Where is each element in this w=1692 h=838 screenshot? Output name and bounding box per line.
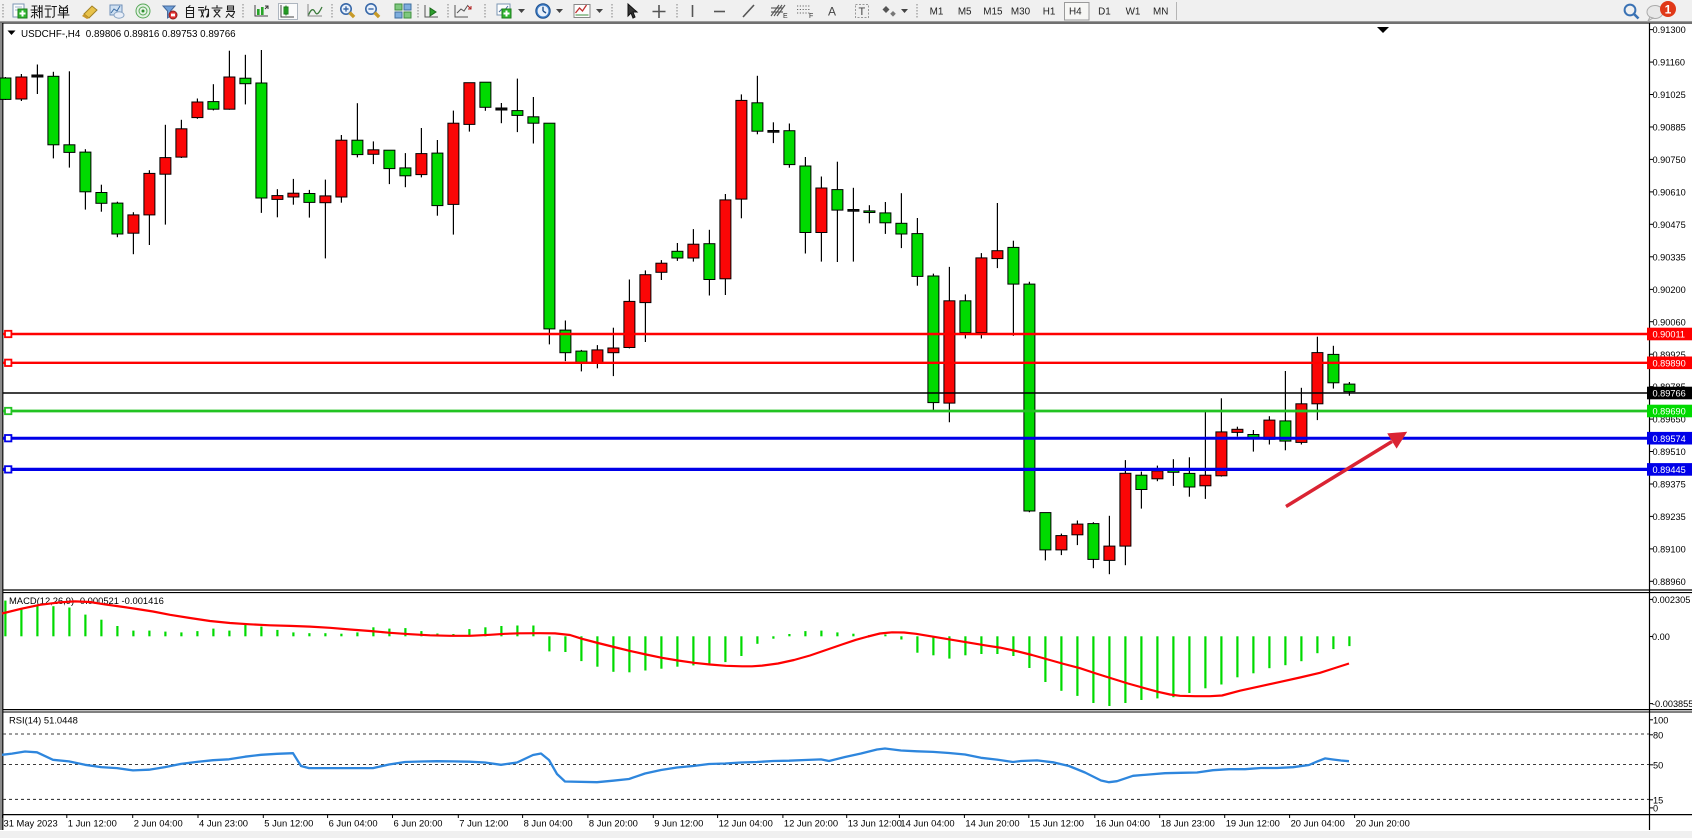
svg-text:RSI(14) 51.0448: RSI(14) 51.0448 [9, 715, 78, 726]
svg-text:0.89574: 0.89574 [1653, 434, 1686, 444]
svg-text:0.89445: 0.89445 [1653, 465, 1686, 475]
svg-text:E: E [783, 13, 788, 20]
svg-text:1: 1 [1665, 3, 1672, 17]
svg-text:0.89925: 0.89925 [1653, 350, 1686, 360]
svg-text:0.91160: 0.91160 [1653, 58, 1686, 68]
svg-text:0.89650: 0.89650 [1653, 415, 1686, 425]
svg-text:6 Jun 04:00: 6 Jun 04:00 [329, 818, 378, 829]
svg-text:H4: H4 [1069, 7, 1082, 18]
svg-text:-0.003855: -0.003855 [1652, 699, 1692, 709]
svg-text:15: 15 [1653, 795, 1663, 805]
svg-text:0.89510: 0.89510 [1653, 447, 1686, 457]
svg-text:0.91300: 0.91300 [1653, 25, 1686, 35]
svg-text:M5: M5 [958, 7, 972, 18]
svg-text:0.90060: 0.90060 [1653, 317, 1686, 327]
svg-text:14 Jun 04:00: 14 Jun 04:00 [900, 818, 954, 829]
svg-text:19 Jun 12:00: 19 Jun 12:00 [1226, 818, 1280, 829]
svg-text:8 Jun 20:00: 8 Jun 20:00 [589, 818, 638, 829]
svg-text:H1: H1 [1043, 7, 1056, 18]
svg-text:0.00: 0.00 [1652, 632, 1670, 642]
svg-text:0.91025: 0.91025 [1653, 90, 1686, 100]
svg-text:14 Jun 20:00: 14 Jun 20:00 [965, 818, 1019, 829]
svg-text:A: A [828, 5, 836, 19]
svg-text:0.90750: 0.90750 [1653, 155, 1686, 165]
svg-text:M30: M30 [1011, 7, 1031, 18]
svg-text:5 Jun 12:00: 5 Jun 12:00 [264, 818, 313, 829]
svg-text:20 Jun 04:00: 20 Jun 04:00 [1291, 818, 1345, 829]
svg-text:2 Jun 04:00: 2 Jun 04:00 [134, 818, 183, 829]
svg-text:D1: D1 [1098, 7, 1111, 18]
svg-text:9 Jun 12:00: 9 Jun 12:00 [654, 818, 703, 829]
svg-text:MACD(12,26,9) -0.000521 -0.001: MACD(12,26,9) -0.000521 -0.001416 [9, 595, 164, 606]
svg-text:F: F [809, 13, 813, 20]
svg-text:0.89766: 0.89766 [1653, 389, 1686, 399]
svg-text:16 Jun 04:00: 16 Jun 04:00 [1096, 818, 1150, 829]
svg-text:W1: W1 [1126, 7, 1141, 18]
svg-text:12 Jun 20:00: 12 Jun 20:00 [784, 818, 838, 829]
svg-text:0.88960: 0.88960 [1653, 577, 1686, 587]
svg-text:0: 0 [1653, 804, 1658, 814]
svg-text:0.89100: 0.89100 [1653, 545, 1686, 555]
svg-text:100: 100 [1653, 715, 1668, 725]
svg-text:18 Jun 23:00: 18 Jun 23:00 [1161, 818, 1215, 829]
svg-text:12 Jun 04:00: 12 Jun 04:00 [719, 818, 773, 829]
svg-text:0.89375: 0.89375 [1653, 480, 1686, 490]
svg-text:1 Jun 12:00: 1 Jun 12:00 [68, 818, 117, 829]
svg-text:0.90335: 0.90335 [1653, 252, 1686, 262]
svg-text:MN: MN [1153, 7, 1168, 18]
svg-text:0.89690: 0.89690 [1653, 407, 1686, 417]
svg-text:0.90610: 0.90610 [1653, 188, 1686, 198]
svg-text:0.90011: 0.90011 [1653, 330, 1686, 340]
svg-text:8 Jun 04:00: 8 Jun 04:00 [524, 818, 573, 829]
svg-text:0.89235: 0.89235 [1653, 512, 1686, 522]
svg-text:20 Jun 20:00: 20 Jun 20:00 [1356, 818, 1410, 829]
svg-text:6 Jun 20:00: 6 Jun 20:00 [394, 818, 443, 829]
svg-text:7 Jun 12:00: 7 Jun 12:00 [459, 818, 508, 829]
svg-text:13 Jun 12:00: 13 Jun 12:00 [848, 818, 902, 829]
svg-text:USDCHF-,H4 0.89806 0.89816 0.: USDCHF-,H4 0.89806 0.89816 0.89753 0.897… [21, 29, 236, 40]
svg-text:M15: M15 [983, 7, 1003, 18]
svg-text:4 Jun 23:00: 4 Jun 23:00 [199, 818, 248, 829]
svg-text:T: T [859, 6, 866, 18]
svg-text:50: 50 [1653, 760, 1663, 770]
svg-text:0.90200: 0.90200 [1653, 285, 1686, 295]
svg-text:15 Jun 12:00: 15 Jun 12:00 [1030, 818, 1084, 829]
svg-text:0.90885: 0.90885 [1653, 123, 1686, 133]
svg-text:0.002305: 0.002305 [1652, 595, 1690, 605]
svg-text:80: 80 [1653, 730, 1663, 740]
svg-text:M1: M1 [930, 7, 944, 18]
svg-text:0.89890: 0.89890 [1653, 358, 1686, 368]
svg-text:31 May 2023: 31 May 2023 [4, 818, 58, 829]
svg-text:0.90475: 0.90475 [1653, 220, 1686, 230]
